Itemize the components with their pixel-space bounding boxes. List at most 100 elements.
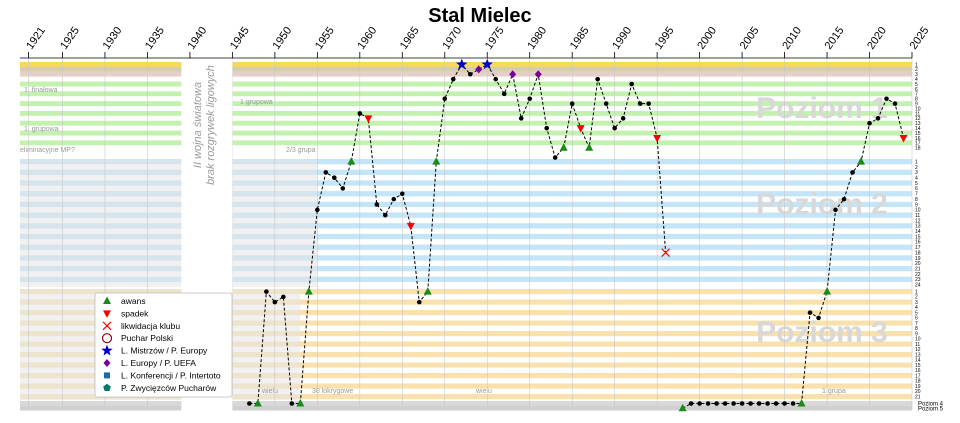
row-label: 8 xyxy=(915,197,918,203)
season-marker xyxy=(857,157,866,165)
band-row xyxy=(20,185,912,192)
legend-symbol xyxy=(103,310,111,318)
band-row xyxy=(20,191,912,197)
season-marker xyxy=(253,399,262,407)
season-point xyxy=(450,76,456,82)
band-row xyxy=(20,266,912,272)
war-text: brak rozgrywek ligowych xyxy=(205,65,217,185)
band-row xyxy=(20,271,912,277)
season-point xyxy=(332,175,337,181)
x-tick-label: 1925 xyxy=(58,25,82,52)
legend-symbol xyxy=(103,359,111,367)
row-label: 16 xyxy=(915,240,921,246)
season-point xyxy=(722,401,728,406)
row-label: 4 xyxy=(915,305,918,311)
season-point xyxy=(782,401,787,406)
row-label: 6 xyxy=(915,316,918,322)
band-row xyxy=(20,86,912,92)
band-row xyxy=(20,91,912,97)
band-row xyxy=(20,130,912,136)
band-row xyxy=(20,276,912,283)
season-point xyxy=(688,401,694,406)
band-row xyxy=(20,260,912,266)
band-row xyxy=(20,289,912,295)
faint-label: wielu xyxy=(475,388,492,395)
band-row xyxy=(20,244,912,250)
row-label: 9 xyxy=(915,101,918,107)
x-tick-label: 2005 xyxy=(738,25,762,52)
legend-label: Puchar Polski xyxy=(121,333,173,343)
season-point xyxy=(637,101,643,106)
legend-symbol xyxy=(101,333,113,344)
season-point xyxy=(569,101,575,106)
row-label: 11 xyxy=(915,213,920,219)
x-tick-label: 2010 xyxy=(780,25,804,52)
season-point xyxy=(807,310,813,315)
row-label: 19 xyxy=(915,384,921,390)
season-marker xyxy=(823,287,832,295)
row-label: 8 xyxy=(915,326,918,332)
row-label: 2 xyxy=(915,295,918,301)
row-label: 21 xyxy=(915,266,921,272)
row-label: 23 xyxy=(915,277,921,283)
season-point xyxy=(603,101,609,106)
faint-label: wielu xyxy=(261,388,278,395)
faint-label: eliminacyjne MP? xyxy=(20,147,75,154)
row-label: 7 xyxy=(915,321,918,327)
season-point xyxy=(790,401,796,406)
season-point xyxy=(875,116,881,121)
x-tick-label: 1955 xyxy=(313,25,337,52)
band-row xyxy=(20,180,912,186)
row-label: 18 xyxy=(915,379,921,385)
season-point xyxy=(527,96,533,102)
band-row xyxy=(20,346,912,352)
grey-region xyxy=(20,159,182,287)
season-point xyxy=(697,401,702,406)
band-row xyxy=(20,62,912,67)
band-row xyxy=(20,394,912,400)
season-point xyxy=(501,91,507,97)
x-tick-label: 1950 xyxy=(270,25,294,52)
season-point xyxy=(731,401,736,406)
row-label: 7 xyxy=(915,92,918,98)
band-row xyxy=(20,299,912,305)
legend-label: likwidacja klubu xyxy=(121,321,180,331)
legend-symbol xyxy=(101,344,113,356)
faint-label: 1. finałowa xyxy=(24,87,58,94)
row-label: 22 xyxy=(915,272,921,278)
x-tick-label: 1970 xyxy=(440,25,464,52)
season-point xyxy=(867,120,872,126)
season-marker xyxy=(456,58,468,70)
season-point xyxy=(357,111,363,116)
band-row xyxy=(20,140,912,146)
row-label: 16 xyxy=(915,136,921,142)
season-point xyxy=(442,96,448,102)
row-label: 2 xyxy=(915,67,918,73)
band-row xyxy=(20,357,912,363)
row-label: 3 xyxy=(915,300,918,306)
season-marker xyxy=(585,143,594,151)
row-label: 1 xyxy=(915,289,918,295)
band-row xyxy=(20,378,912,384)
legend-label: L. Europy / P. UEFA xyxy=(121,358,196,368)
season-point xyxy=(714,401,719,406)
season-point xyxy=(841,196,847,202)
side-label: Poziom 4 xyxy=(918,402,944,408)
season-point xyxy=(518,116,524,121)
band-row xyxy=(20,255,912,261)
season-point xyxy=(773,401,779,406)
x-tick-label: 1975 xyxy=(483,25,507,52)
season-point xyxy=(756,401,762,406)
x-tick-label: 1965 xyxy=(398,25,422,52)
legend-symbol xyxy=(103,296,111,304)
row-label: 3 xyxy=(915,72,918,78)
band-row xyxy=(20,336,912,342)
row-label: 14 xyxy=(915,358,921,364)
row-label: 6 xyxy=(915,87,918,93)
season-point xyxy=(382,212,388,218)
x-tick-label: 1921 xyxy=(24,25,48,52)
band-row xyxy=(20,175,912,181)
row-label: 13 xyxy=(915,224,921,230)
season-point xyxy=(281,294,286,300)
row-label: 5 xyxy=(915,310,918,316)
